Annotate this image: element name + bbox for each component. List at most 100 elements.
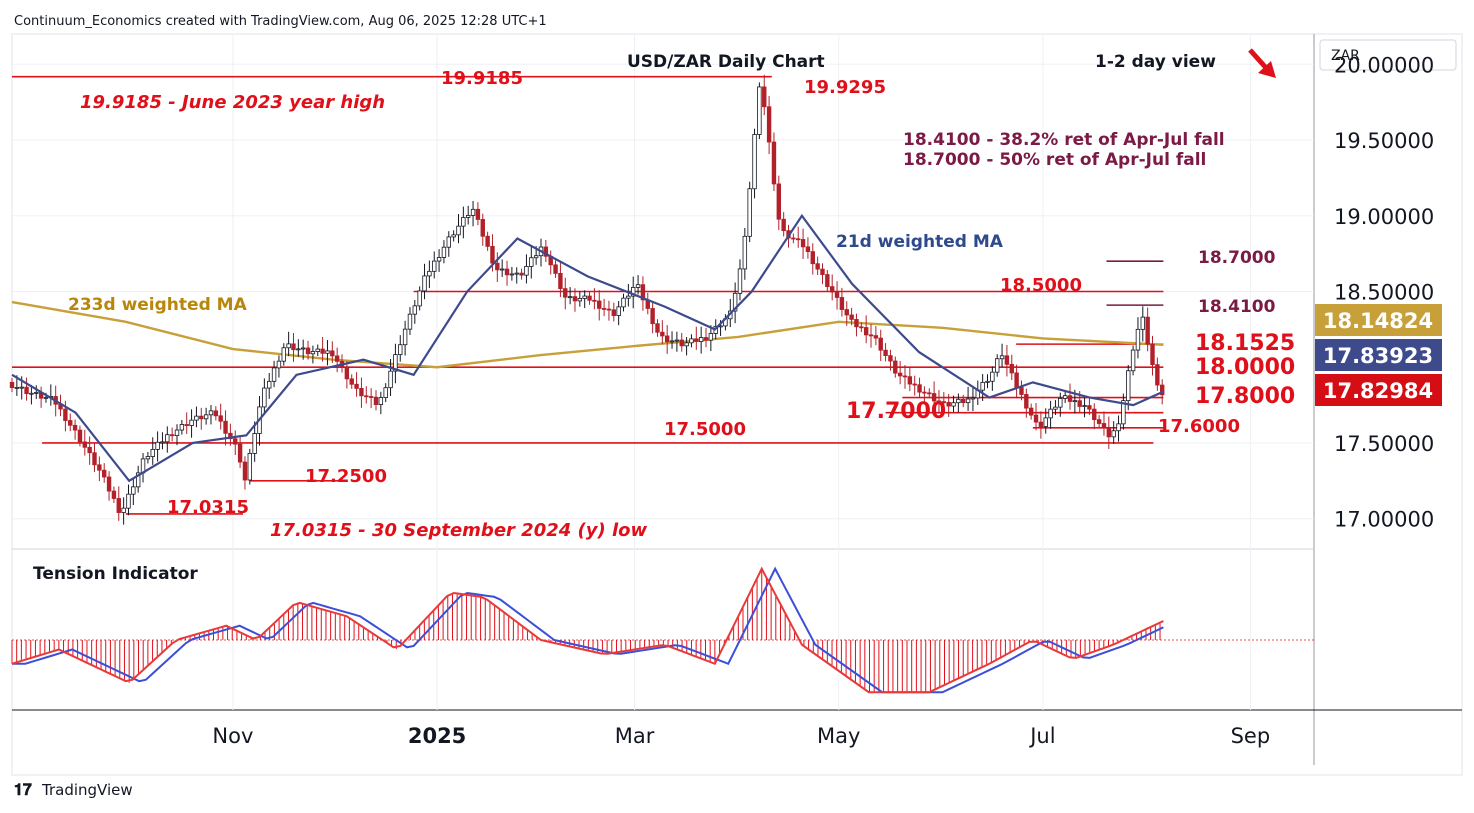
- candle-body: [650, 308, 655, 325]
- ma233-line: [11, 300, 1164, 369]
- candle-body: [1058, 398, 1063, 408]
- candle-body: [1126, 370, 1131, 402]
- candle-body: [300, 347, 306, 350]
- level-label-18-1525: 18.1525: [1195, 331, 1295, 356]
- candle-body: [752, 134, 757, 190]
- candle-body: [14, 386, 20, 389]
- chart-title: USD/ZAR Daily Chart: [627, 52, 825, 72]
- candle-body: [1004, 355, 1010, 365]
- price-tag-bg: [1315, 374, 1442, 406]
- candle-body: [990, 371, 995, 382]
- candle-body: [1130, 349, 1136, 372]
- candle-body: [1111, 430, 1116, 438]
- candle-body: [1145, 316, 1150, 345]
- candle-body: [218, 415, 223, 422]
- candle-body: [616, 306, 621, 316]
- candle-body: [679, 339, 684, 347]
- level-label-17-5000: 17.5000: [664, 419, 746, 440]
- annotation-june-2023-high: 19.9185 - June 2023 year high: [80, 92, 385, 113]
- x-tick-label: 2025: [408, 724, 466, 748]
- ma233-label: 233d weighted MA: [68, 295, 248, 315]
- candle-body: [631, 287, 636, 297]
- price-tag-label: 17.83923: [1323, 344, 1433, 368]
- candle-body: [796, 238, 801, 241]
- candle-body: [766, 106, 772, 143]
- candle-body: [29, 392, 34, 395]
- candle-body: [567, 296, 573, 299]
- candle-body: [495, 262, 500, 271]
- candle-body: [1116, 423, 1121, 432]
- candle-body: [1140, 316, 1145, 330]
- candle-body: [436, 257, 442, 262]
- candle-body: [1033, 414, 1039, 423]
- candle-body: [412, 305, 418, 315]
- candle-body: [587, 295, 592, 301]
- candle-body: [1121, 400, 1126, 425]
- candles: [9, 74, 1165, 525]
- candle-body: [708, 333, 714, 341]
- candle-body: [320, 348, 325, 354]
- candle-body: [1155, 364, 1160, 386]
- candle-body: [427, 270, 432, 277]
- currency-box[interactable]: [1319, 39, 1457, 71]
- candle-body: [213, 410, 219, 417]
- candle-body: [635, 284, 641, 288]
- candle-body: [325, 350, 330, 354]
- candle-body: [902, 375, 908, 378]
- candle-body: [1038, 421, 1044, 427]
- candle-body: [87, 446, 92, 454]
- candle-body: [475, 208, 481, 220]
- candle-body: [189, 419, 194, 426]
- candle-body: [1048, 408, 1053, 419]
- ma21-label: 21d weighted MA: [836, 232, 1004, 252]
- price-tags: 18.14824 17.83923 17.82984: [1315, 304, 1442, 406]
- candle-body: [1062, 395, 1068, 399]
- candle-body: [490, 245, 495, 264]
- candle-body: [451, 234, 456, 238]
- candle-body: [771, 141, 777, 185]
- y-tick-label: 19.50000: [1334, 129, 1434, 153]
- candle-body: [1024, 394, 1029, 409]
- candle-body: [247, 453, 253, 481]
- candle-body: [305, 347, 311, 355]
- candle-body: [941, 401, 947, 404]
- candle-body: [572, 296, 578, 302]
- y-tick-label: 17.00000: [1334, 508, 1434, 532]
- candle-body: [519, 272, 524, 276]
- candle-body: [742, 235, 748, 270]
- candle-body: [24, 386, 29, 394]
- candle-body: [698, 337, 704, 342]
- candle-body: [524, 266, 529, 276]
- candle-body: [72, 424, 78, 431]
- candle-body: [145, 456, 151, 460]
- candle-body: [364, 395, 369, 398]
- y-tick-label: 18.50000: [1334, 281, 1434, 305]
- level-label-17-2500: 17.2500: [305, 466, 387, 487]
- level-label-19-9185: 19.9185: [441, 68, 523, 89]
- level-label-19-9295: 19.9295: [804, 77, 886, 98]
- x-tick-label: Mar: [615, 724, 655, 748]
- candle-body: [1077, 400, 1082, 407]
- attribution-text: Continuum_Economics created with Trading…: [14, 14, 547, 29]
- candle-body: [873, 335, 879, 339]
- candle-body: [611, 309, 616, 316]
- candle-body: [461, 217, 466, 227]
- price-tag-bg: [1315, 304, 1442, 336]
- candle-body: [995, 358, 1000, 373]
- candle-body: [291, 343, 296, 351]
- candle-body: [533, 255, 539, 259]
- price-tag-label: 17.82984: [1323, 379, 1433, 403]
- candle-body: [466, 215, 471, 218]
- candle-body: [606, 308, 612, 311]
- annotation-sept-2024-low: 17.0315 - 30 September 2024 (y) low: [270, 520, 648, 541]
- candle-body: [1014, 372, 1019, 388]
- candle-body: [529, 257, 534, 267]
- candle-body: [106, 476, 112, 492]
- candle-body: [432, 260, 437, 272]
- x-tick-label: Sep: [1231, 724, 1271, 748]
- view-label: 1-2 day view: [1095, 52, 1216, 72]
- candle-body: [1150, 343, 1155, 366]
- candle-body: [1028, 407, 1034, 416]
- candle-body: [126, 493, 131, 509]
- candle-body: [825, 274, 830, 288]
